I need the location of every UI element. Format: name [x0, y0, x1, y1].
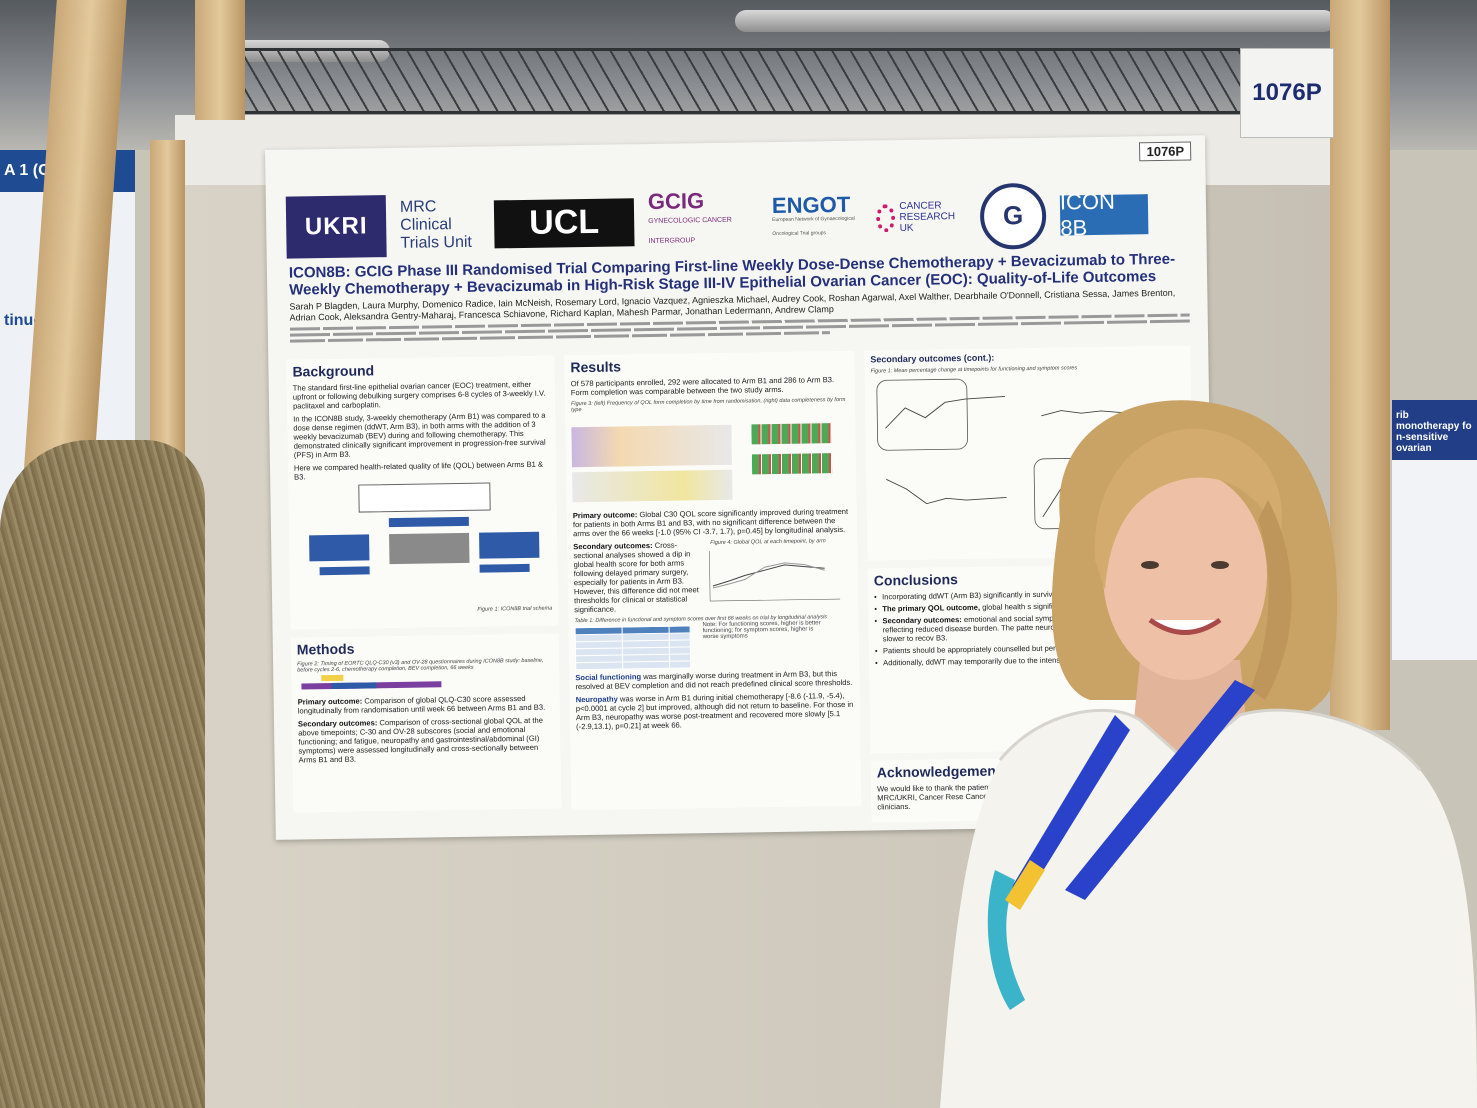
score-change-panels: [865, 369, 1194, 538]
global-qol-chart: [709, 551, 841, 602]
results-secondary-text: Cross-sectional analyses showed a dip in…: [573, 540, 699, 615]
score-panel: [1041, 410, 1162, 417]
table1-note: Note: For functioning scores, higher is …: [702, 620, 821, 641]
ukri-logo: UKRI: [285, 194, 387, 259]
methods-primary: Primary outcome: Comparison of global QL…: [292, 693, 560, 716]
wooden-post: [1330, 0, 1390, 730]
figure3-caption: Figure 3: (left) Frequency of QOL form c…: [570, 396, 846, 414]
results-secondary: Secondary outcomes: Cross-sectional anal…: [567, 540, 705, 615]
mrc-logo: MRC Clinical Trials Unit: [399, 197, 473, 252]
gcig-logo-sub: GYNECOLOGIC CANCER INTERGROUP: [648, 216, 732, 245]
cruk-dots-icon: [875, 203, 896, 232]
engot-logo-sub: European Network of Gynaecological Oncol…: [772, 215, 855, 237]
gtg-logo: G: [979, 182, 1047, 250]
trial-schema-figure: [308, 482, 540, 606]
background-section: Background The standard first-line epith…: [286, 355, 559, 630]
social-functioning-text: Social functioning was marginally worse …: [569, 669, 859, 692]
air-duct: [735, 10, 1335, 32]
poster-code: 1076P: [1139, 141, 1192, 162]
cruk-logo: CANCER RESEARCH UK: [875, 200, 967, 235]
results-primary: Primary outcome: Global C30 QOL score si…: [567, 507, 857, 539]
secondary-cont-section: Secondary outcomes (cont.): Figure 1: Me…: [864, 345, 1194, 561]
methods-secondary: Secondary outcomes: Comparison of cross-…: [292, 715, 561, 765]
neuropathy-text: Neuropathy was worse in Arm B1 during in…: [570, 691, 861, 732]
acknowledgements-text: We would like to thank the patients and …: [877, 780, 1160, 812]
results-section: Results Of 578 participants enrolled, 29…: [564, 350, 862, 811]
neighbor-poster-right-header: rib monotherapy fo n-sensitive ovarian: [1392, 400, 1477, 460]
neuropathy-body: was worse in Arm B1 during initial chemo…: [575, 690, 854, 732]
methods-section: Methods Figure 2: Timing of EORTC QLQ-C3…: [290, 633, 562, 813]
ceiling-truss: [240, 48, 1320, 114]
conclusion-bullet-label: The primary QOL outcome,: [882, 602, 981, 614]
results-paragraph: Of 578 participants enrolled, 292 were a…: [570, 375, 835, 398]
background-paragraph: Here we compared health-related quality …: [293, 459, 544, 482]
engot-logo: ENGOT European Network of Gynaecological…: [772, 191, 863, 240]
gcig-logo-text: GCIG: [647, 187, 705, 214]
questionnaire-timeline: [301, 674, 549, 692]
wooden-post: [195, 0, 245, 120]
logo-row: UKRI MRC Clinical Trials Unit UCL GCIG G…: [285, 176, 1187, 265]
foreground-person-coat: [0, 440, 205, 1108]
form-completion-figure: [571, 413, 850, 507]
neighbor-poster-right: rib monotherapy fo n-sensitive ovarian: [1392, 400, 1477, 660]
research-poster: 1076P UKRI MRC Clinical Trials Unit UCL …: [265, 135, 1216, 840]
acknowledgements-section: Acknowledgements We would like to thank …: [870, 755, 1198, 823]
conclusion-bullet-text: global health s significant difference b…: [982, 600, 1155, 612]
score-panel: [876, 378, 1005, 451]
trial-schema-caption: Figure 1: ICON8B trial schema: [477, 605, 553, 613]
score-panel: [886, 478, 1007, 505]
icon8b-logo: ICON 8B: [1060, 188, 1149, 240]
cruk-logo-text: CANCER RESEARCH UK: [899, 200, 956, 235]
score-panel: [1033, 457, 1163, 530]
background-paragraph: The standard first-line epithelial ovari…: [292, 379, 546, 411]
conclusions-section: Conclusions Incorporating ddWT (Arm B3) …: [867, 563, 1197, 754]
background-paragraph: In the ICON8B study, 3-weekly chemothera…: [293, 410, 546, 460]
gcig-logo: GCIG GYNECOLOGIC CANCER INTERGROUP: [647, 187, 759, 252]
ucl-logo: UCL: [493, 197, 635, 248]
global-qol-figure: Figure 4: Global QOL at each timepoint, …: [704, 538, 858, 616]
results-table: [575, 625, 692, 670]
booth-number-tag: 1076P: [1240, 48, 1334, 138]
